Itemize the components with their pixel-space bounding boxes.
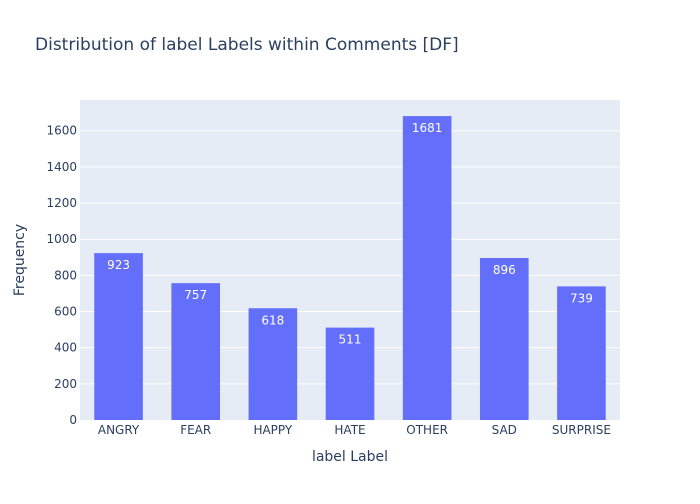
y-tick-label: 1200 [46,196,77,210]
bar-value-label: 618 [261,313,284,327]
bar-value-label: 896 [493,263,516,277]
x-axis-ticks: ANGRY FEAR HAPPY HATE OTHER SAD SURPRISE [98,423,611,437]
x-axis-title: label Label [312,449,388,465]
bar-value-label: 923 [107,258,130,272]
y-tick-label: 400 [54,341,77,355]
bars [94,116,606,420]
y-tick-label: 0 [69,413,77,427]
bar-happy[interactable] [248,308,298,420]
bar-value-labels: 923 757 618 511 1681 896 739 [107,121,593,347]
bar-value-label: 1681 [412,121,443,135]
bar-hate[interactable] [325,327,375,420]
y-axis-ticks: 0 200 400 600 800 1000 1200 1400 1600 [46,124,77,427]
y-tick-label: 800 [54,268,77,282]
bar-fear[interactable] [171,283,221,420]
y-tick-label: 600 [54,305,77,319]
y-tick-label: 200 [54,377,77,391]
bar-surprise[interactable] [557,286,606,420]
bar-other[interactable] [402,116,452,420]
y-axis-title: Frequency [12,224,28,296]
y-tick-label: 1400 [46,160,77,174]
x-tick-label: SAD [492,423,517,437]
x-tick-label: HATE [334,423,365,437]
bar-value-label: 511 [339,333,362,347]
x-tick-label: ANGRY [98,423,140,437]
x-tick-label: HAPPY [253,423,292,437]
bar-value-label: 739 [570,291,593,305]
y-tick-label: 1600 [46,124,77,138]
bar-value-label: 757 [184,288,207,302]
bar-angry[interactable] [94,253,143,420]
x-tick-label: SURPRISE [552,423,611,437]
x-tick-label: FEAR [180,423,211,437]
y-tick-label: 1000 [46,232,77,246]
bar-sad[interactable] [479,258,529,420]
chart-title: Distribution of label Labels within Comm… [35,35,459,55]
x-tick-label: OTHER [406,423,448,437]
